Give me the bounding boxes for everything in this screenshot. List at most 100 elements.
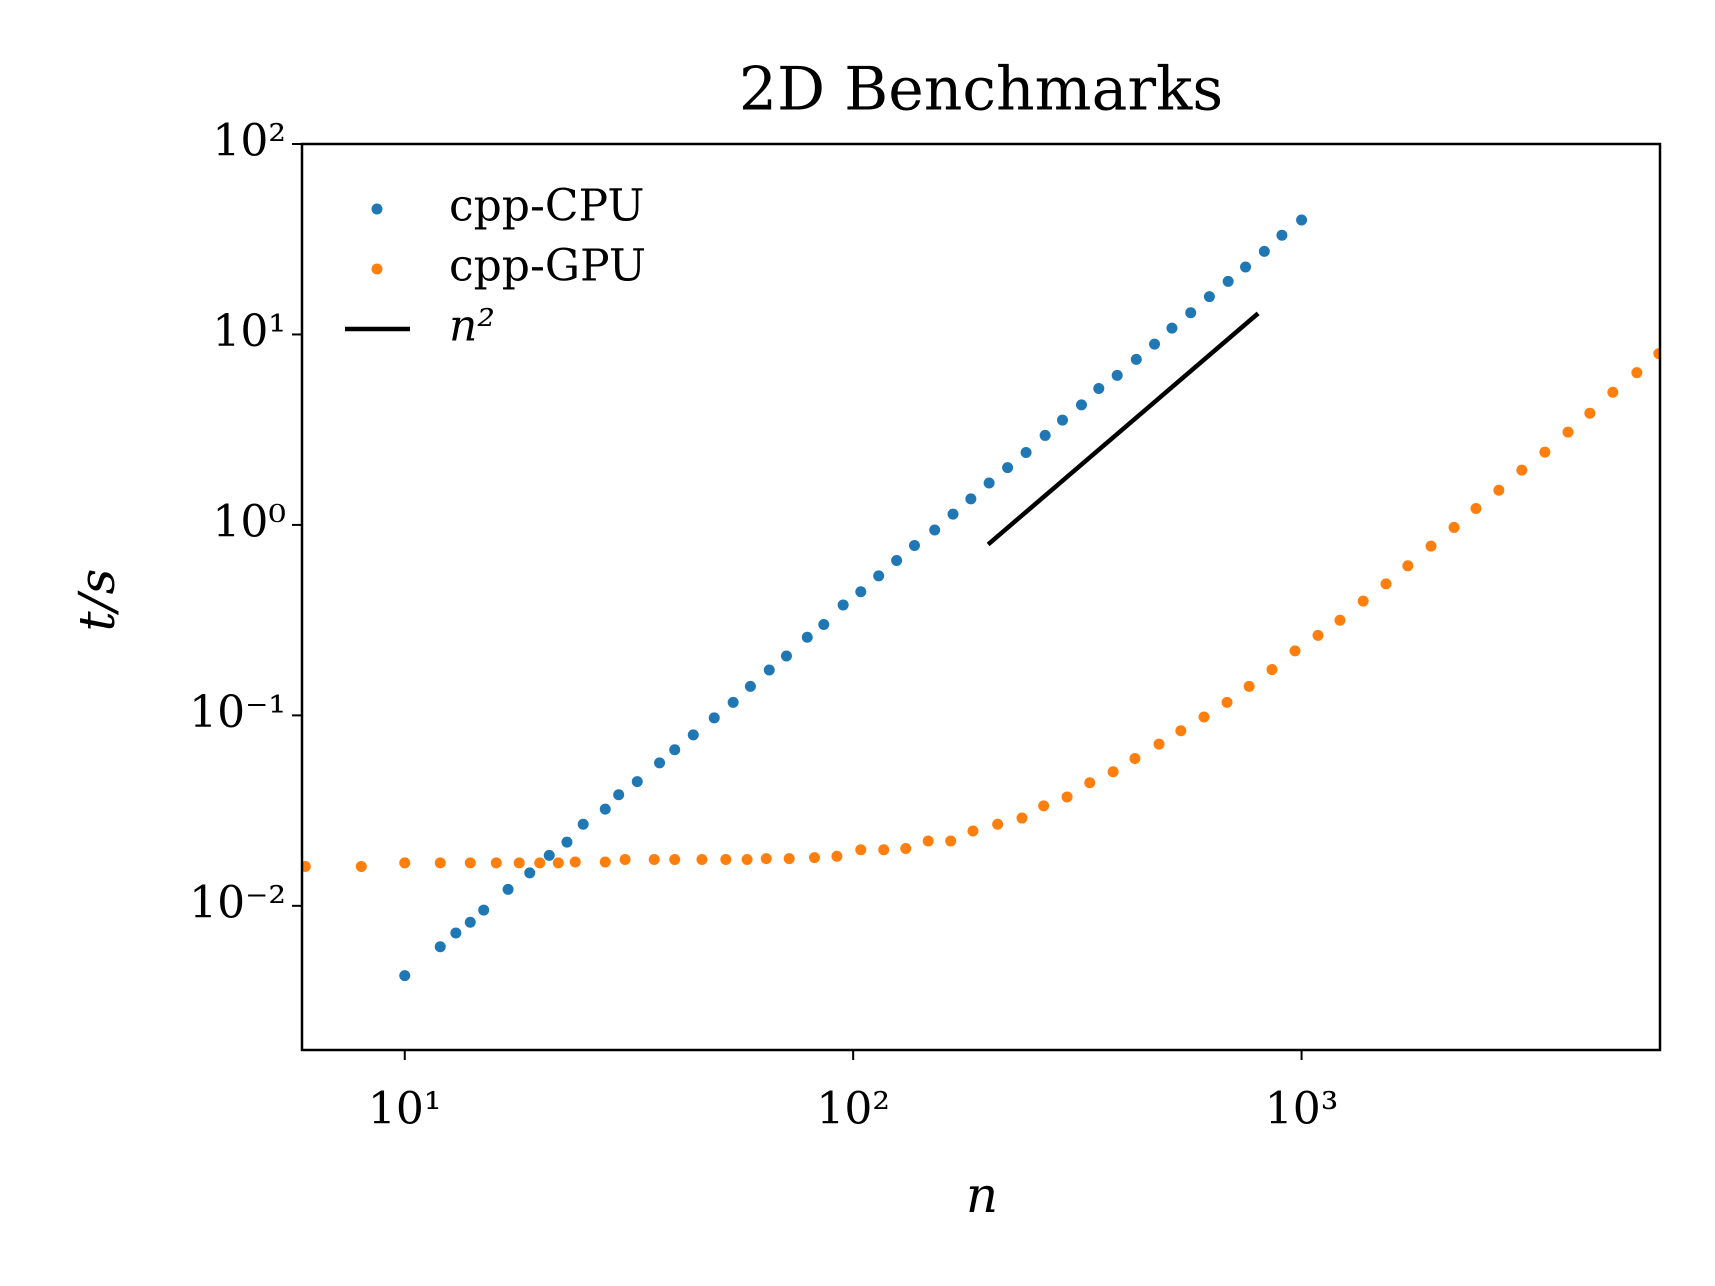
data-point — [1149, 338, 1161, 350]
y-tick-label: 10⁰ — [212, 496, 286, 547]
plot-frame — [300, 142, 1662, 1052]
data-point — [965, 493, 977, 505]
data-point — [1002, 462, 1014, 474]
data-point — [831, 850, 843, 862]
data-point — [434, 857, 446, 869]
data-point — [708, 712, 720, 724]
data-point — [760, 853, 772, 865]
y-tick-label: 10² — [212, 116, 286, 167]
data-point — [1057, 414, 1069, 426]
data-point — [945, 835, 957, 847]
legend-marker — [371, 203, 383, 215]
x-tick-label: 10² — [816, 1084, 890, 1135]
data-point — [513, 857, 525, 869]
data-point — [552, 857, 564, 869]
data-point — [763, 664, 775, 676]
data-point — [780, 650, 792, 662]
data-point — [434, 941, 446, 953]
data-point — [464, 857, 476, 869]
data-point — [1107, 766, 1119, 778]
data-point — [1240, 261, 1252, 273]
data-point — [1653, 348, 1660, 360]
data-point — [741, 854, 753, 866]
y-tick-label: 10⁻² — [189, 877, 286, 928]
data-point — [1039, 429, 1051, 441]
data-point — [878, 844, 890, 856]
data-point — [809, 852, 821, 864]
data-point — [577, 818, 589, 830]
data-point — [478, 904, 490, 916]
data-point — [1203, 291, 1215, 303]
data-point — [1129, 752, 1141, 764]
data-point — [669, 854, 681, 866]
data-point — [524, 867, 536, 879]
data-point — [1020, 447, 1032, 459]
data-point — [929, 524, 941, 536]
data-point — [1258, 245, 1270, 257]
data-point — [1198, 711, 1210, 723]
data-point — [654, 757, 666, 769]
data-point — [490, 857, 502, 869]
legend-label: cpp-CPU — [449, 181, 644, 232]
x-axis-label: n — [966, 1166, 998, 1224]
data-point — [837, 599, 849, 611]
data-point — [891, 555, 903, 567]
data-point — [1175, 725, 1187, 737]
data-point — [744, 680, 756, 692]
data-point — [720, 854, 732, 866]
data-point — [1038, 800, 1050, 812]
legend-marker — [371, 263, 383, 275]
data-point — [1221, 696, 1233, 708]
data-point — [908, 539, 920, 551]
plot-area — [302, 214, 1660, 982]
data-point — [399, 857, 411, 869]
data-point — [450, 927, 462, 939]
data-point — [983, 477, 995, 489]
legend-label: n² — [449, 301, 495, 352]
data-point — [619, 854, 631, 866]
data-point — [1402, 560, 1414, 572]
data-point — [1584, 407, 1596, 419]
data-point — [1493, 484, 1505, 496]
data-point — [1312, 629, 1324, 641]
data-point — [355, 860, 367, 872]
data-point — [669, 744, 681, 756]
x-tick-label: 10¹ — [368, 1084, 442, 1135]
data-point — [1016, 812, 1028, 824]
data-point — [687, 729, 699, 741]
data-point — [727, 696, 739, 708]
data-point — [599, 856, 611, 868]
data-point — [1266, 664, 1278, 676]
data-point — [1425, 540, 1437, 552]
y-axis-label: t/s — [68, 569, 126, 632]
data-point — [1289, 645, 1301, 657]
data-point — [1562, 426, 1574, 438]
data-point — [1111, 369, 1123, 381]
data-point — [1093, 383, 1105, 395]
data-point — [818, 619, 830, 631]
x-tick-label: 10³ — [1265, 1084, 1339, 1135]
legend-label: cpp-GPU — [449, 241, 646, 292]
data-point — [1470, 502, 1482, 514]
data-point — [543, 849, 555, 861]
data-point — [613, 789, 625, 801]
data-point — [1296, 214, 1308, 226]
chart-title: 2D Benchmarks — [739, 55, 1223, 125]
data-point — [1243, 680, 1255, 692]
data-point — [696, 854, 708, 866]
data-point — [922, 835, 934, 847]
data-point — [1166, 322, 1178, 334]
data-point — [1448, 521, 1460, 533]
data-point — [1607, 386, 1619, 398]
data-point — [992, 818, 1004, 830]
data-point — [1222, 275, 1234, 287]
data-point — [399, 970, 411, 982]
data-point — [1153, 738, 1165, 750]
data-point — [1516, 464, 1528, 476]
data-point — [302, 860, 311, 872]
data-point — [1357, 595, 1369, 607]
data-point — [873, 570, 885, 582]
data-point — [464, 916, 476, 928]
data-point — [855, 586, 867, 598]
